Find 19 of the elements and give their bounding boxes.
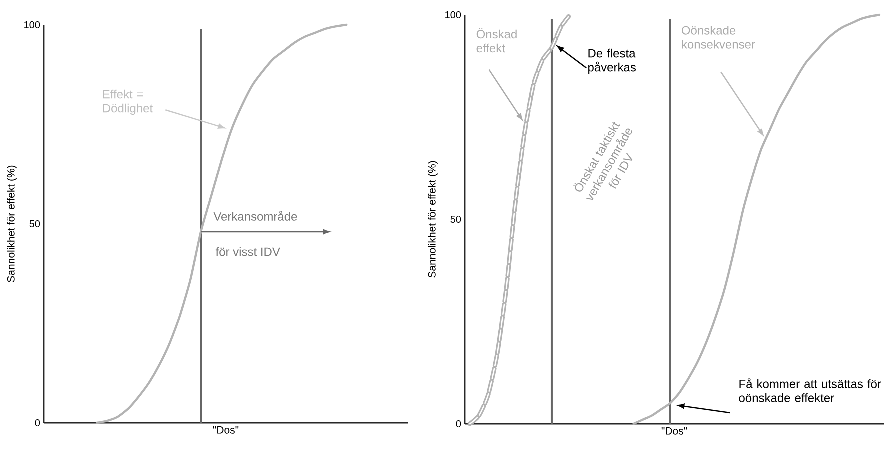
y-axis-title: Sannolikhet för effekt (%) (428, 161, 438, 278)
annotation: De flesta påverkas (588, 48, 636, 74)
annotation: Verkansområde (214, 211, 298, 221)
y-tick-label: 0 (35, 419, 40, 427)
y-tick-label: 50 (30, 220, 40, 228)
annotation: Önskad effekt (476, 28, 517, 53)
line-series (468, 12, 572, 426)
y-tick-label: 0 (456, 420, 462, 428)
y-tick-label: 100 (24, 21, 40, 29)
y-tick-label: 50 (450, 216, 462, 224)
line-series (96, 24, 348, 424)
x-axis-title: "Dos" (213, 426, 239, 434)
y-axis-title: Sannolikhet för effekt (%) (7, 166, 17, 282)
y-tick-label: 100 (446, 11, 462, 19)
x-axis-title: "Dos" (662, 428, 688, 435)
annotation: Oönskade konsekvenser (682, 26, 756, 49)
annotation: Effekt = Dödlighet (103, 90, 153, 116)
annotation: för visst IDV (216, 247, 280, 256)
annotation: Få kommer att utsättas för oönskade effekter (739, 378, 882, 402)
